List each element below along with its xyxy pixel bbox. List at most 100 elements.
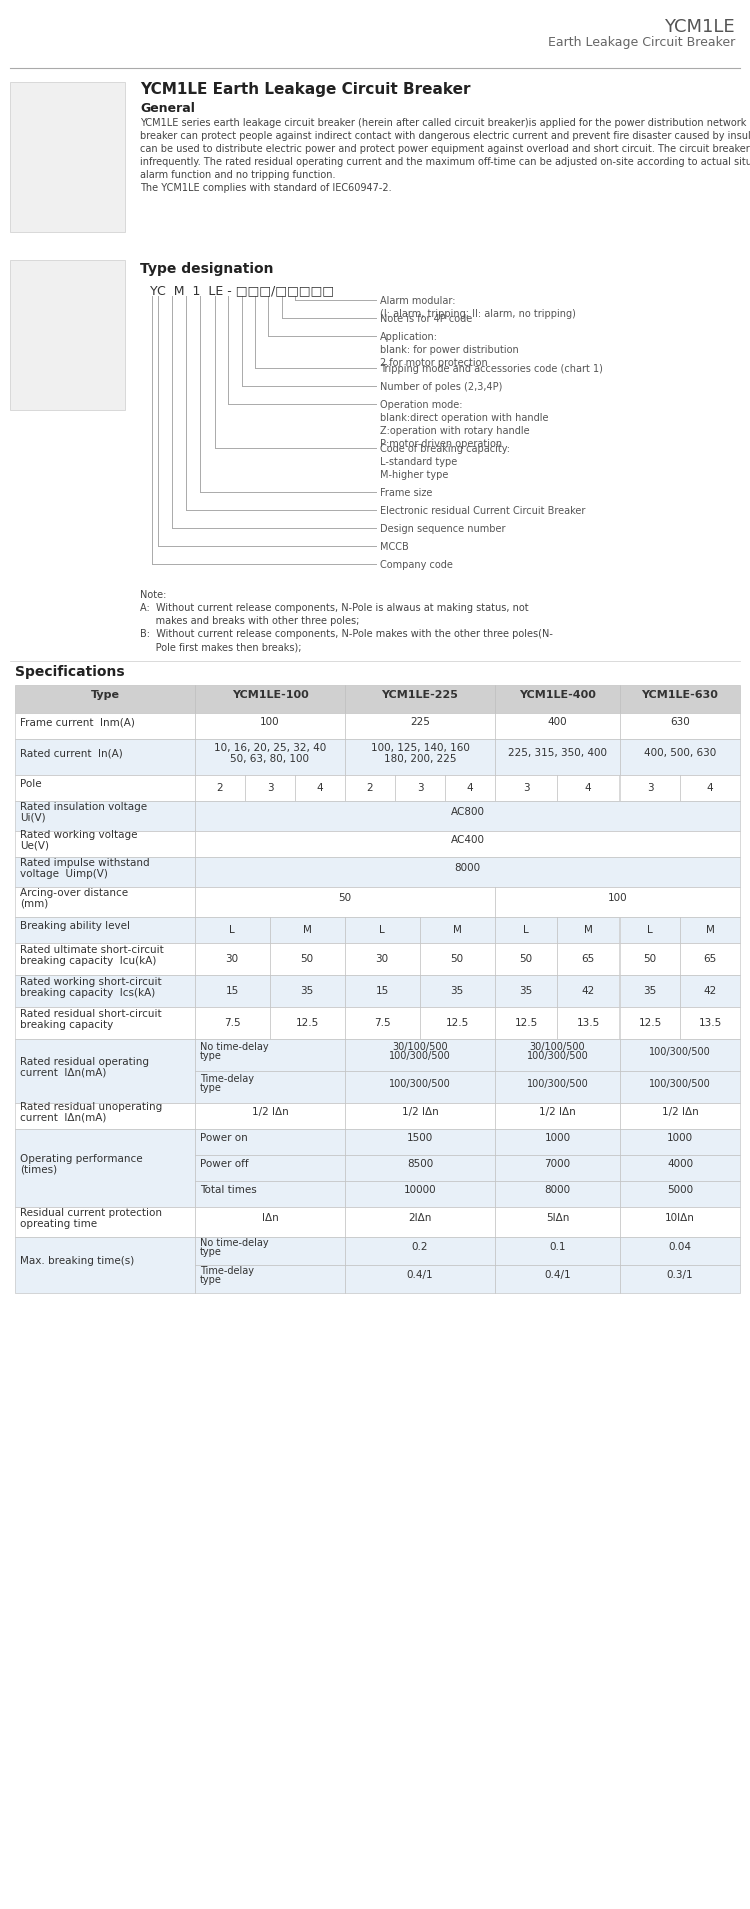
Bar — [420, 943, 495, 975]
Bar — [495, 1103, 620, 1128]
Bar — [195, 775, 245, 802]
Bar — [195, 943, 270, 975]
Text: 3: 3 — [267, 783, 273, 792]
Bar — [495, 712, 620, 739]
Text: M: M — [584, 926, 592, 935]
Bar — [620, 739, 740, 775]
Text: Tripping mode and accessories code (chart 1): Tripping mode and accessories code (char… — [380, 365, 603, 374]
Text: 1/2 IΔn: 1/2 IΔn — [539, 1107, 576, 1117]
Text: Frame size: Frame size — [380, 489, 432, 498]
Text: L: L — [230, 926, 235, 935]
Text: Rated insulation voltage: Rated insulation voltage — [20, 802, 147, 811]
Bar — [495, 1182, 620, 1206]
Bar — [345, 1103, 495, 1128]
Text: (I: alarm, tripping; II: alarm, no tripping): (I: alarm, tripping; II: alarm, no tripp… — [380, 309, 576, 319]
Text: 0.04: 0.04 — [668, 1243, 692, 1252]
Text: 225, 315, 350, 400: 225, 315, 350, 400 — [508, 748, 607, 758]
Text: 50: 50 — [338, 893, 352, 903]
Text: 15: 15 — [375, 987, 388, 996]
Text: 50: 50 — [301, 954, 313, 964]
Bar — [620, 1206, 740, 1237]
Text: 10IΔn: 10IΔn — [665, 1214, 695, 1224]
Bar — [495, 975, 557, 1008]
Text: 400: 400 — [548, 718, 567, 727]
Text: 35: 35 — [300, 987, 313, 996]
Text: Design sequence number: Design sequence number — [380, 523, 506, 535]
Text: Number of poles (2,3,4P): Number of poles (2,3,4P) — [380, 382, 502, 391]
Bar — [195, 1182, 345, 1206]
Text: 42: 42 — [581, 987, 595, 996]
Text: 13.5: 13.5 — [576, 1017, 600, 1029]
Bar — [495, 1008, 557, 1038]
Bar — [270, 975, 345, 1008]
Text: L-standard type: L-standard type — [380, 456, 458, 468]
Text: 100/300/500: 100/300/500 — [389, 1079, 451, 1088]
Bar — [345, 1038, 495, 1071]
Text: 4: 4 — [585, 783, 591, 792]
Text: 1000: 1000 — [544, 1134, 571, 1143]
Bar — [15, 916, 195, 943]
Text: Max. breaking time(s): Max. breaking time(s) — [20, 1256, 134, 1266]
Bar — [15, 857, 195, 888]
Text: 7.5: 7.5 — [374, 1017, 390, 1029]
Text: No time-delay: No time-delay — [200, 1042, 268, 1052]
Bar — [195, 830, 740, 857]
Bar — [420, 916, 495, 943]
Text: 30: 30 — [226, 954, 238, 964]
Text: Ui(V): Ui(V) — [20, 813, 46, 823]
Text: Note:: Note: — [140, 590, 166, 599]
Text: Rated residual short-circuit: Rated residual short-circuit — [20, 1010, 162, 1019]
Text: 5000: 5000 — [667, 1185, 693, 1195]
Bar — [620, 775, 680, 802]
Text: 400, 500, 630: 400, 500, 630 — [644, 748, 716, 758]
Text: 1/2 IΔn: 1/2 IΔn — [251, 1107, 288, 1117]
Text: blank:direct operation with handle: blank:direct operation with handle — [380, 412, 548, 424]
Bar — [680, 775, 740, 802]
Text: Pole first makes then breaks);: Pole first makes then breaks); — [140, 641, 302, 653]
Text: 42: 42 — [704, 987, 717, 996]
Bar — [620, 1008, 680, 1038]
Bar — [620, 1128, 740, 1155]
Text: Rated working short-circuit: Rated working short-circuit — [20, 977, 162, 987]
Text: 12.5: 12.5 — [638, 1017, 662, 1029]
Bar — [195, 857, 740, 888]
Text: breaking capacity  Icu(kA): breaking capacity Icu(kA) — [20, 956, 156, 966]
Bar — [15, 775, 195, 802]
Bar — [345, 1008, 420, 1038]
Text: can be used to distribute electric power and protect power equipment against ove: can be used to distribute electric power… — [140, 143, 750, 155]
Bar — [557, 1008, 619, 1038]
Bar — [10, 260, 125, 410]
Text: 30/100/500: 30/100/500 — [530, 1042, 585, 1052]
Bar — [495, 1128, 620, 1155]
Text: Alarm modular:: Alarm modular: — [380, 296, 455, 305]
Bar — [620, 1038, 740, 1071]
Bar — [195, 802, 740, 830]
Text: AC400: AC400 — [451, 836, 484, 846]
Text: 50: 50 — [451, 954, 464, 964]
Text: YCM1LE Earth Leakage Circuit Breaker: YCM1LE Earth Leakage Circuit Breaker — [140, 82, 470, 97]
Text: 100/300/500: 100/300/500 — [526, 1079, 588, 1088]
Bar — [345, 1237, 495, 1266]
Text: 12.5: 12.5 — [296, 1017, 319, 1029]
Bar — [495, 739, 620, 775]
Text: YCM1LE series earth leakage circuit breaker (herein after called circuit breaker: YCM1LE series earth leakage circuit brea… — [140, 118, 750, 128]
Text: 0.3/1: 0.3/1 — [667, 1269, 693, 1281]
Text: alarm function and no tripping function.: alarm function and no tripping function. — [140, 170, 335, 179]
Bar — [195, 1103, 345, 1128]
Bar — [15, 1206, 195, 1237]
Text: L: L — [524, 926, 529, 935]
Text: 100/300/500: 100/300/500 — [649, 1046, 711, 1056]
Bar — [15, 1237, 195, 1292]
Bar — [557, 775, 619, 802]
Text: Total times: Total times — [200, 1185, 256, 1195]
Text: 3: 3 — [523, 783, 530, 792]
Text: breaking capacity  Ics(kA): breaking capacity Ics(kA) — [20, 987, 155, 998]
Text: 225: 225 — [410, 718, 430, 727]
Bar — [195, 1206, 345, 1237]
Text: voltage  Uimp(V): voltage Uimp(V) — [20, 869, 108, 878]
Text: 50: 50 — [520, 954, 532, 964]
Bar — [195, 916, 270, 943]
Bar — [15, 830, 195, 857]
Bar — [620, 712, 740, 739]
Bar — [345, 685, 495, 712]
